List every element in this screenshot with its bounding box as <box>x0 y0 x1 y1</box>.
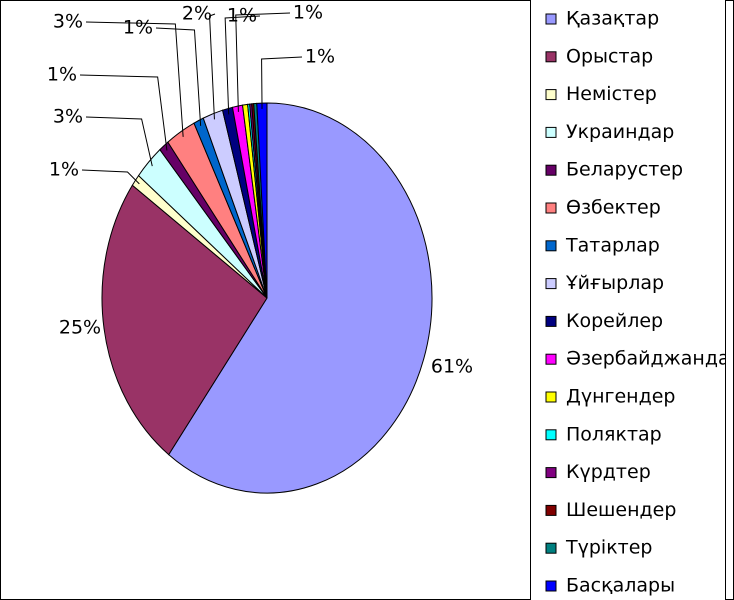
pie <box>101 102 433 494</box>
legend-label: Ұйғырлар <box>565 272 664 294</box>
legend-box <box>530 0 726 600</box>
legend-label: Әзербайджандар <box>566 348 734 370</box>
leader-line <box>81 169 140 185</box>
legend-marker <box>545 89 557 101</box>
leader-line <box>85 21 184 137</box>
legend-marker <box>545 353 557 365</box>
legend-label: Немістер <box>566 83 657 105</box>
data-label: 1% <box>227 5 257 27</box>
legend-label: Орыстар <box>566 45 653 67</box>
legend-label: Поляктар <box>566 423 662 445</box>
data-label: 25% <box>59 317 101 339</box>
legend-label: Шешендер <box>566 499 676 521</box>
legend-label: Дүнгендер <box>566 386 676 408</box>
legend-marker <box>545 315 557 327</box>
leader-line <box>85 116 153 167</box>
legend-label: Корейлер <box>566 310 663 332</box>
leader-line <box>235 12 291 112</box>
legend-label: Қазақтар <box>566 8 659 30</box>
legend-marker <box>545 51 557 63</box>
data-label: 61% <box>431 356 473 378</box>
legend-label: Өзбектер <box>566 197 661 219</box>
leader-line <box>261 56 303 109</box>
legend-label: Күрдтер <box>566 461 651 483</box>
legend-marker <box>545 467 557 479</box>
legend-label: Түріктер <box>565 537 652 559</box>
data-label: 3% <box>53 11 83 33</box>
legend-marker <box>545 278 557 290</box>
legend-marker <box>545 126 557 138</box>
leader-line <box>209 13 216 120</box>
legend-marker <box>545 240 557 252</box>
legend-marker <box>545 542 557 554</box>
legend-marker <box>545 202 557 214</box>
data-labels: 61% 25% 1% 3% 1% 3% 1% 2% 1% 1% 1% <box>47 2 473 378</box>
legend-label: Татарлар <box>565 234 660 256</box>
legend-marker <box>545 580 557 592</box>
data-label: 1% <box>123 17 153 39</box>
legend-label: Украиндар <box>566 121 674 143</box>
leader-line <box>155 27 202 126</box>
legend-items: Қазақтар Орыстар Немістер Украиндар Беларуст… <box>545 8 734 597</box>
legend: Қазақтар Орыстар Немістер Украиндар Беларуст… <box>530 0 734 600</box>
pie-slice <box>168 102 433 494</box>
data-label: 1% <box>47 64 77 86</box>
legend-marker <box>545 164 557 176</box>
legend-label: Басқалары <box>566 575 675 597</box>
leader-line <box>79 74 168 151</box>
data-label: 1% <box>293 2 323 24</box>
legend-marker <box>545 391 557 403</box>
legend-marker <box>545 504 557 516</box>
pie-slice <box>101 184 268 456</box>
data-label: 1% <box>49 159 79 181</box>
data-label: 3% <box>53 106 83 128</box>
legend-marker <box>545 429 557 441</box>
data-label: 2% <box>182 3 212 25</box>
legend-label: Беларустер <box>566 159 683 181</box>
leader-line <box>224 15 261 115</box>
data-label: 1% <box>305 46 335 68</box>
legend-marker <box>545 13 557 25</box>
